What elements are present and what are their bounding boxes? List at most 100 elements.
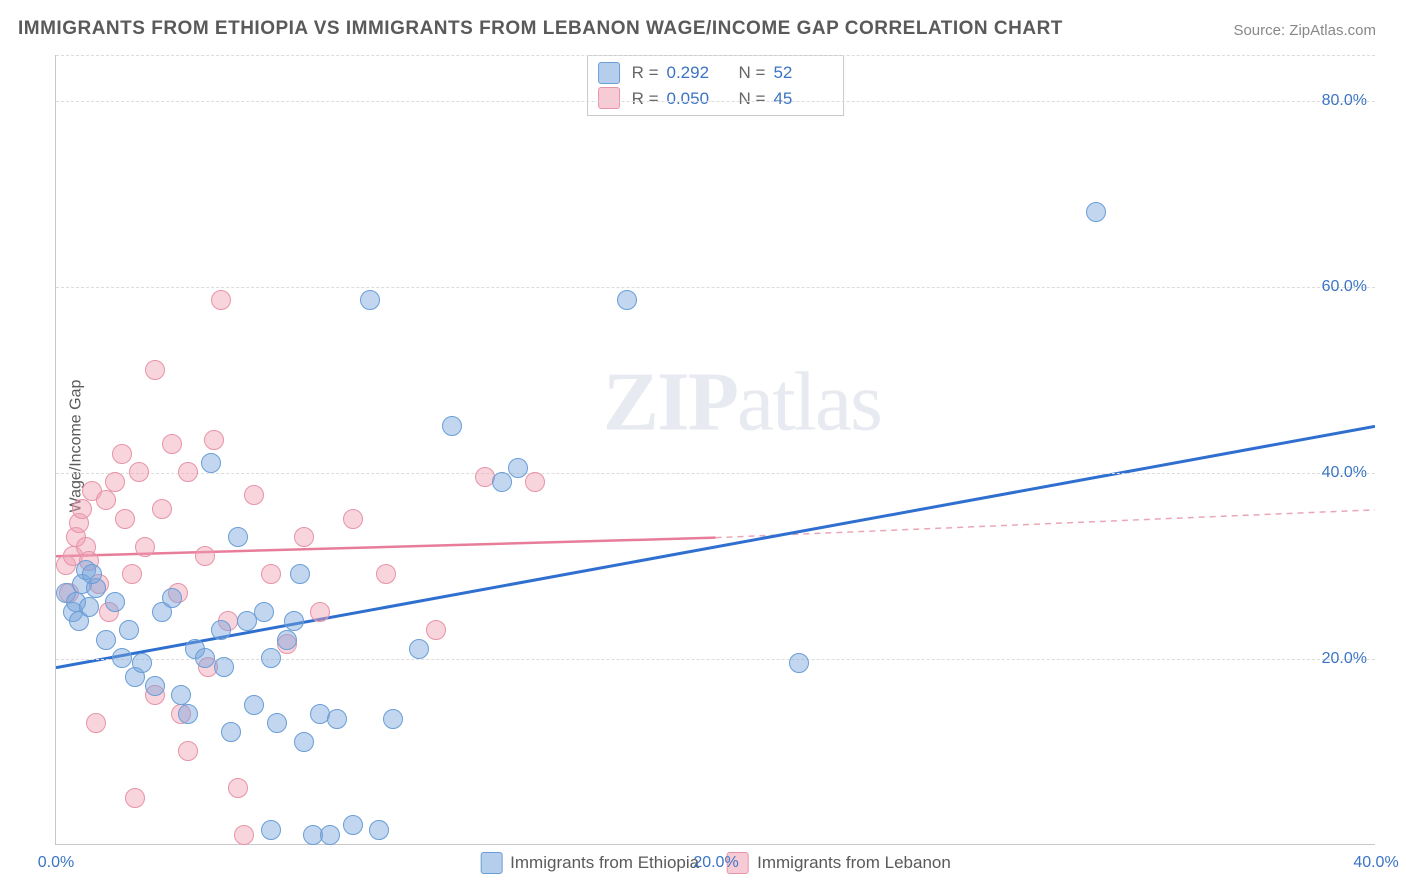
scatter-point [327,709,347,729]
scatter-point [409,639,429,659]
gridline [56,101,1375,102]
legend-item: Immigrants from Ethiopia [480,852,699,874]
scatter-point [261,564,281,584]
scatter-point [171,685,191,705]
scatter-point [115,509,135,529]
scatter-point [125,788,145,808]
scatter-point [234,825,254,845]
scatter-point [82,564,102,584]
scatter-point [145,676,165,696]
gridline [56,287,1375,288]
n-label: N = [739,86,766,112]
scatter-point [96,490,116,510]
scatter-point [211,620,231,640]
scatter-point [214,657,234,677]
scatter-point [195,546,215,566]
scatter-point [244,695,264,715]
x-tick-label: 0.0% [38,854,74,872]
scatter-point [145,360,165,380]
scatter-point [369,820,389,840]
scatter-point [86,713,106,733]
scatter-point [129,462,149,482]
x-tick-label: 40.0% [1353,854,1398,872]
scatter-point [284,611,304,631]
y-tick-label: 40.0% [1322,464,1367,482]
legend-row: R = 0.050 N = 45 [598,86,834,112]
scatter-point [492,472,512,492]
gridline [56,55,1375,56]
legend-swatch [480,852,502,874]
scatter-point [228,778,248,798]
scatter-point [105,592,125,612]
x-tick-label: 20.0% [693,854,738,872]
scatter-point [294,527,314,547]
scatter-point [228,527,248,547]
legend-row: R = 0.292 N = 52 [598,60,834,86]
scatter-point [277,630,297,650]
scatter-point [132,653,152,673]
scatter-point [294,732,314,752]
r-value: 0.050 [667,86,727,112]
legend-correlation: R = 0.292 N = 52 R = 0.050 N = 45 [587,55,845,116]
n-value: 52 [773,60,833,86]
scatter-point [290,564,310,584]
scatter-point [383,709,403,729]
chart-title: IMMIGRANTS FROM ETHIOPIA VS IMMIGRANTS F… [18,18,1063,40]
scatter-point [79,597,99,617]
r-value: 0.292 [667,60,727,86]
scatter-point [201,453,221,473]
scatter-point [112,648,132,668]
scatter-point [310,602,330,622]
scatter-point [112,444,132,464]
legend-swatch [598,87,620,109]
scatter-point [376,564,396,584]
scatter-point [508,458,528,478]
y-tick-label: 20.0% [1322,650,1367,668]
scatter-point [426,620,446,640]
scatter-point [254,602,274,622]
plot-area: ZIPatlas R =0.292N =52R =0.050N =45 Immi… [55,55,1375,845]
scatter-point [152,499,172,519]
scatter-point [119,620,139,640]
scatter-point [162,434,182,454]
scatter-point [162,588,182,608]
scatter-point [267,713,287,733]
scatter-point [72,499,92,519]
r-label: R = [632,60,659,86]
scatter-point [343,815,363,835]
legend-item: Immigrants from Lebanon [727,852,951,874]
scatter-point [195,648,215,668]
scatter-point [178,704,198,724]
scatter-point [343,509,363,529]
watermark-text: ZIPatlas [603,354,881,451]
scatter-point [442,416,462,436]
n-label: N = [739,60,766,86]
scatter-point [96,630,116,650]
source-label: Source: ZipAtlas.com [1233,22,1376,39]
scatter-point [360,290,380,310]
legend-item-label: Immigrants from Ethiopia [510,853,699,873]
scatter-point [320,825,340,845]
gridline [56,659,1375,660]
scatter-point [105,472,125,492]
gridline [56,473,1375,474]
r-label: R = [632,86,659,112]
scatter-point [261,648,281,668]
scatter-point [1086,202,1106,222]
scatter-point [135,537,155,557]
legend-item-label: Immigrants from Lebanon [757,853,951,873]
legend-swatch [598,62,620,84]
scatter-point [221,722,241,742]
scatter-point [211,290,231,310]
scatter-point [617,290,637,310]
y-tick-label: 60.0% [1322,278,1367,296]
y-tick-label: 80.0% [1322,92,1367,110]
trend-lines [56,55,1375,844]
scatter-point [178,741,198,761]
n-value: 45 [773,86,833,112]
scatter-point [244,485,264,505]
scatter-point [525,472,545,492]
scatter-point [178,462,198,482]
scatter-point [789,653,809,673]
scatter-point [204,430,224,450]
